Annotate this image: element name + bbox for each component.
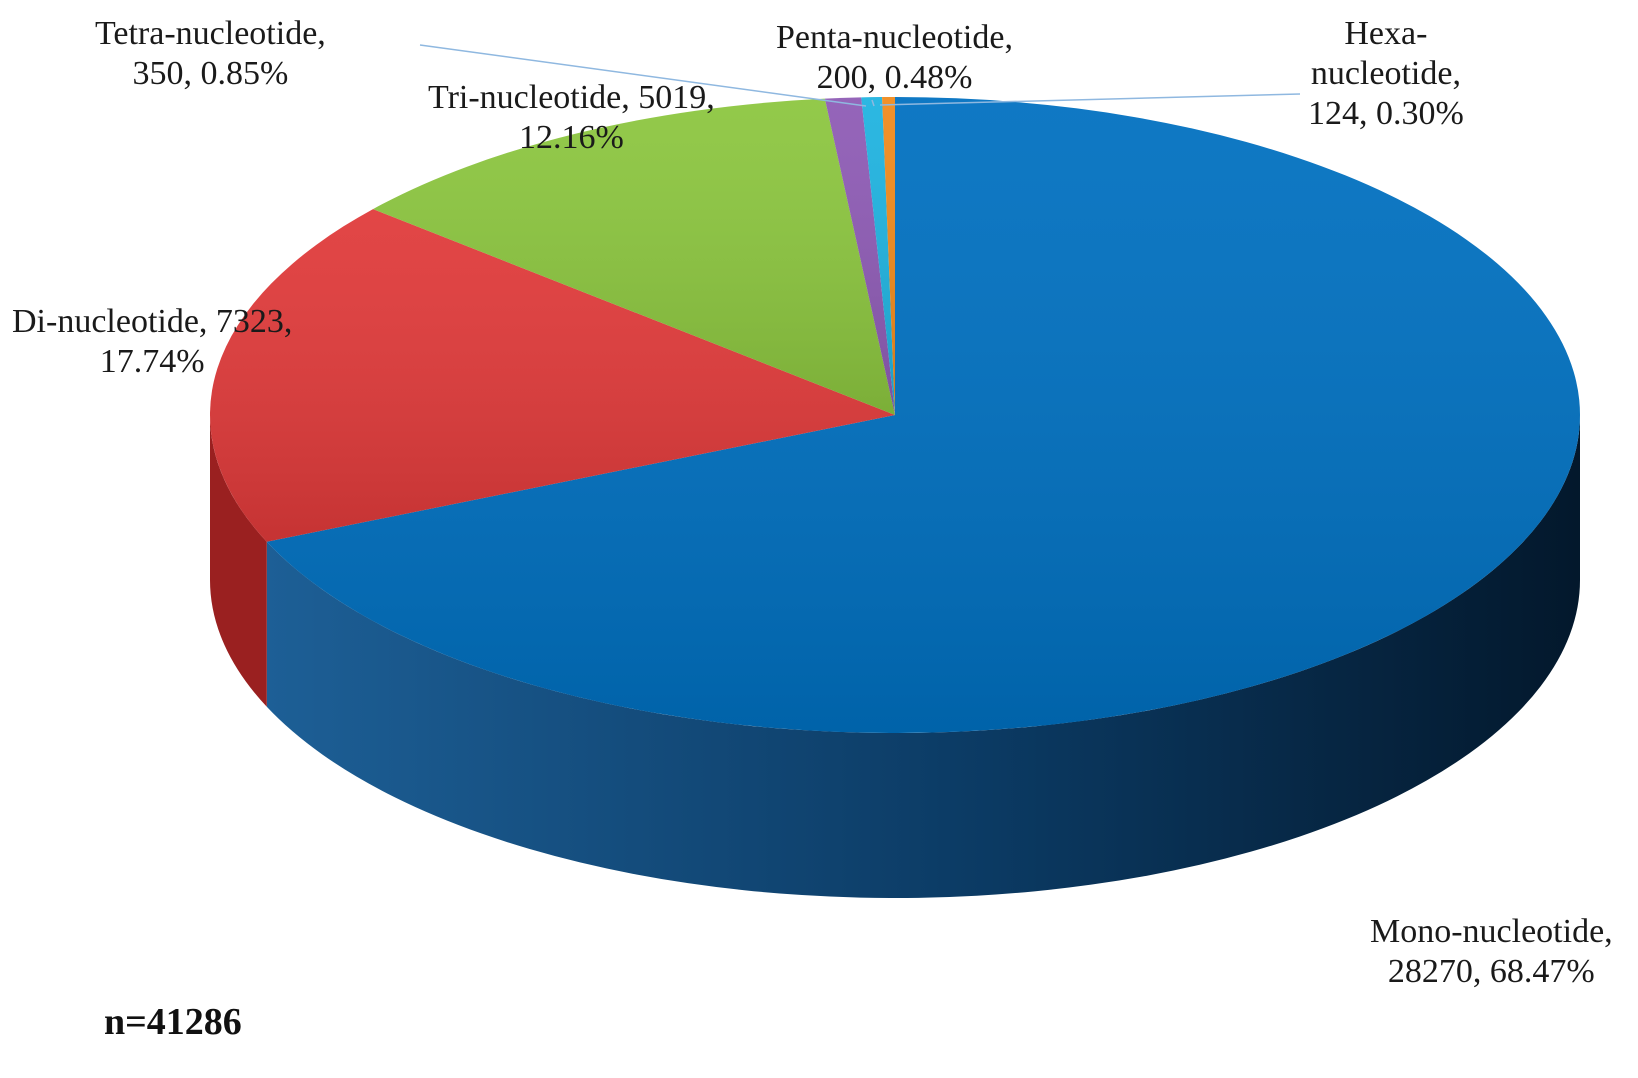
label-hexa: Hexa- nucleotide, 124, 0.30% bbox=[1308, 15, 1464, 132]
leader-line-hexa bbox=[879, 93, 1301, 106]
pie-side-mono bbox=[266, 415, 1580, 898]
label-tri: Tri-nucleotide, 5019, 12.16% bbox=[428, 79, 715, 156]
label-mono: Mono-nucleotide, 28270, 68.47% bbox=[1370, 913, 1613, 990]
total-count-label: n=41286 bbox=[104, 1001, 242, 1043]
label-tetra: Tetra-nucleotide, 350, 0.85% bbox=[95, 15, 326, 92]
label-penta: Penta-nucleotide, 200, 0.48% bbox=[776, 19, 1013, 96]
pie-slice-shade bbox=[824, 97, 895, 415]
leader-line-penta bbox=[871, 99, 875, 107]
leader-lines bbox=[419, 44, 1301, 107]
leader-line-tetra bbox=[419, 44, 867, 107]
pie-slice-shade bbox=[373, 98, 895, 415]
pie-side-di bbox=[210, 415, 267, 707]
pie-slice-shade bbox=[861, 97, 895, 415]
pie-slice-shade bbox=[209, 209, 895, 542]
pie-slice-shade bbox=[266, 97, 1580, 733]
label-di: Di-nucleotide, 7323, 17.74% bbox=[12, 303, 293, 380]
pie-slice-shade bbox=[882, 97, 895, 415]
